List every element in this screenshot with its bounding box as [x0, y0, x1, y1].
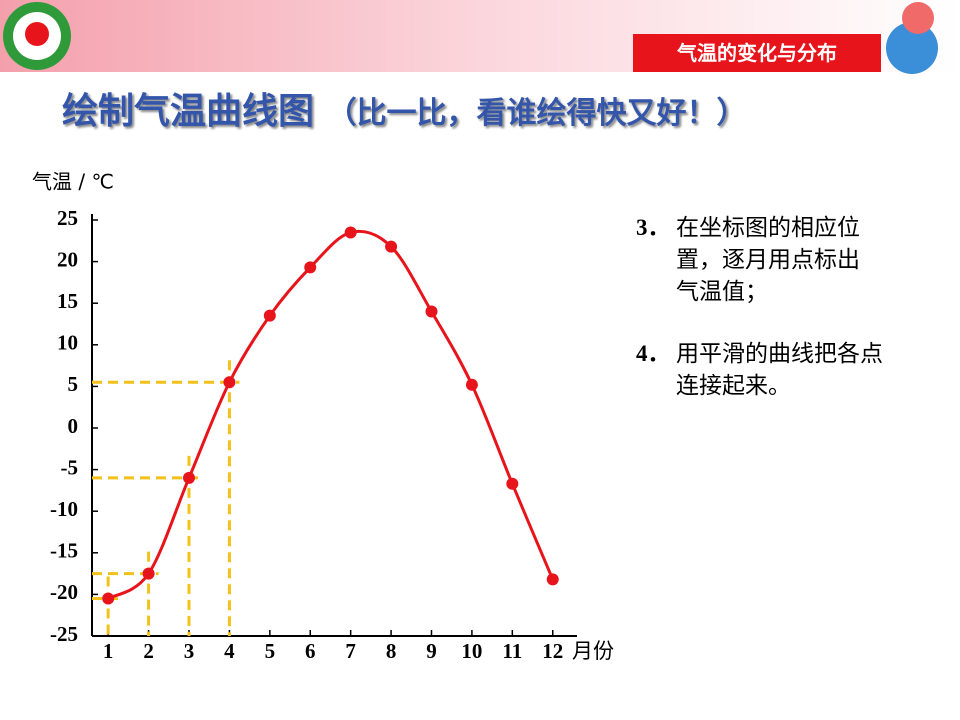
step-line: 置，逐月用点标出 — [676, 247, 860, 273]
x-tick-label: 1 — [103, 639, 114, 663]
y-tick-label: 20 — [57, 247, 78, 271]
y-tick-label: 15 — [57, 289, 78, 313]
step-number: 4． — [636, 341, 671, 366]
guide-line — [92, 576, 119, 636]
point — [304, 261, 317, 274]
point — [385, 240, 398, 253]
title-main: 绘制气温曲线图 — [62, 91, 315, 132]
guide-line — [92, 360, 240, 636]
step: 4． 用平滑的曲线把各点 连接起来。 — [636, 338, 883, 402]
subtitle: （比一比，看谁绘得快又好！） — [326, 96, 747, 131]
point — [142, 567, 155, 580]
x-tick-label: 8 — [386, 639, 397, 663]
x-tick-label: 9 — [426, 639, 437, 663]
point — [102, 592, 115, 605]
step-line: 气温值； — [676, 279, 768, 305]
step-line: 用平滑的曲线把各点 — [676, 341, 883, 367]
point — [506, 477, 519, 490]
x-tick-label: 12 — [542, 639, 563, 663]
step-line: 连接起来。 — [676, 373, 791, 399]
y-tick-label: -5 — [61, 455, 79, 479]
y-tick-label: 5 — [68, 372, 79, 396]
guide-line — [92, 455, 199, 636]
x-tick-label: 6 — [305, 639, 316, 663]
y-tick-label: -20 — [50, 580, 78, 604]
y-axis-label: 气温 / ℃ — [32, 170, 114, 194]
x-tick-label: 4 — [224, 639, 235, 663]
globe — [886, 22, 938, 74]
point — [183, 471, 195, 484]
badge: 气温的变化与分布 — [633, 34, 881, 72]
x-tick-label: 5 — [265, 639, 276, 663]
y-tick-label: 0 — [68, 414, 79, 438]
x-tick-label: 11 — [502, 639, 522, 663]
steps: 3． 在坐标图的相应位 置，逐月用点标出 气温值； 4． 用平滑的曲线把各点 连接起来。 — [636, 212, 883, 432]
x-tick-label: 3 — [184, 639, 195, 663]
point — [344, 226, 357, 239]
x-tick-label: 7 — [345, 639, 356, 663]
point — [223, 376, 236, 389]
point — [425, 305, 438, 318]
step: 3． 在坐标图的相应位 置，逐月用点标出 气温值； — [636, 212, 883, 308]
logo-center — [25, 22, 49, 46]
x-tick-label: 2 — [143, 639, 154, 663]
step-text: 在坐标图的相应位 置，逐月用点标出 气温值； — [676, 212, 860, 308]
y-tick-label: 10 — [57, 331, 78, 355]
curve — [107, 229, 555, 600]
point — [546, 573, 559, 586]
step-number: 3． — [636, 215, 671, 240]
x-tick-label: 10 — [461, 639, 482, 663]
step-line: 在坐标图的相应位 — [676, 215, 860, 241]
step-text: 用平滑的曲线把各点 连接起来。 — [676, 338, 883, 402]
y-tick-label: -25 — [50, 622, 78, 646]
title: 绘制气温曲线图 （比一比，看谁绘得快又好！） — [62, 82, 747, 134]
y-tick-label: 25 — [57, 206, 78, 230]
point — [465, 378, 478, 391]
decorations — [3, 2, 938, 74]
cartoon-head — [902, 2, 934, 34]
point — [263, 309, 276, 322]
y-tick-label: -15 — [50, 539, 78, 563]
x-axis-label: 月份 — [572, 639, 614, 663]
y-tick-label: -10 — [50, 497, 78, 521]
